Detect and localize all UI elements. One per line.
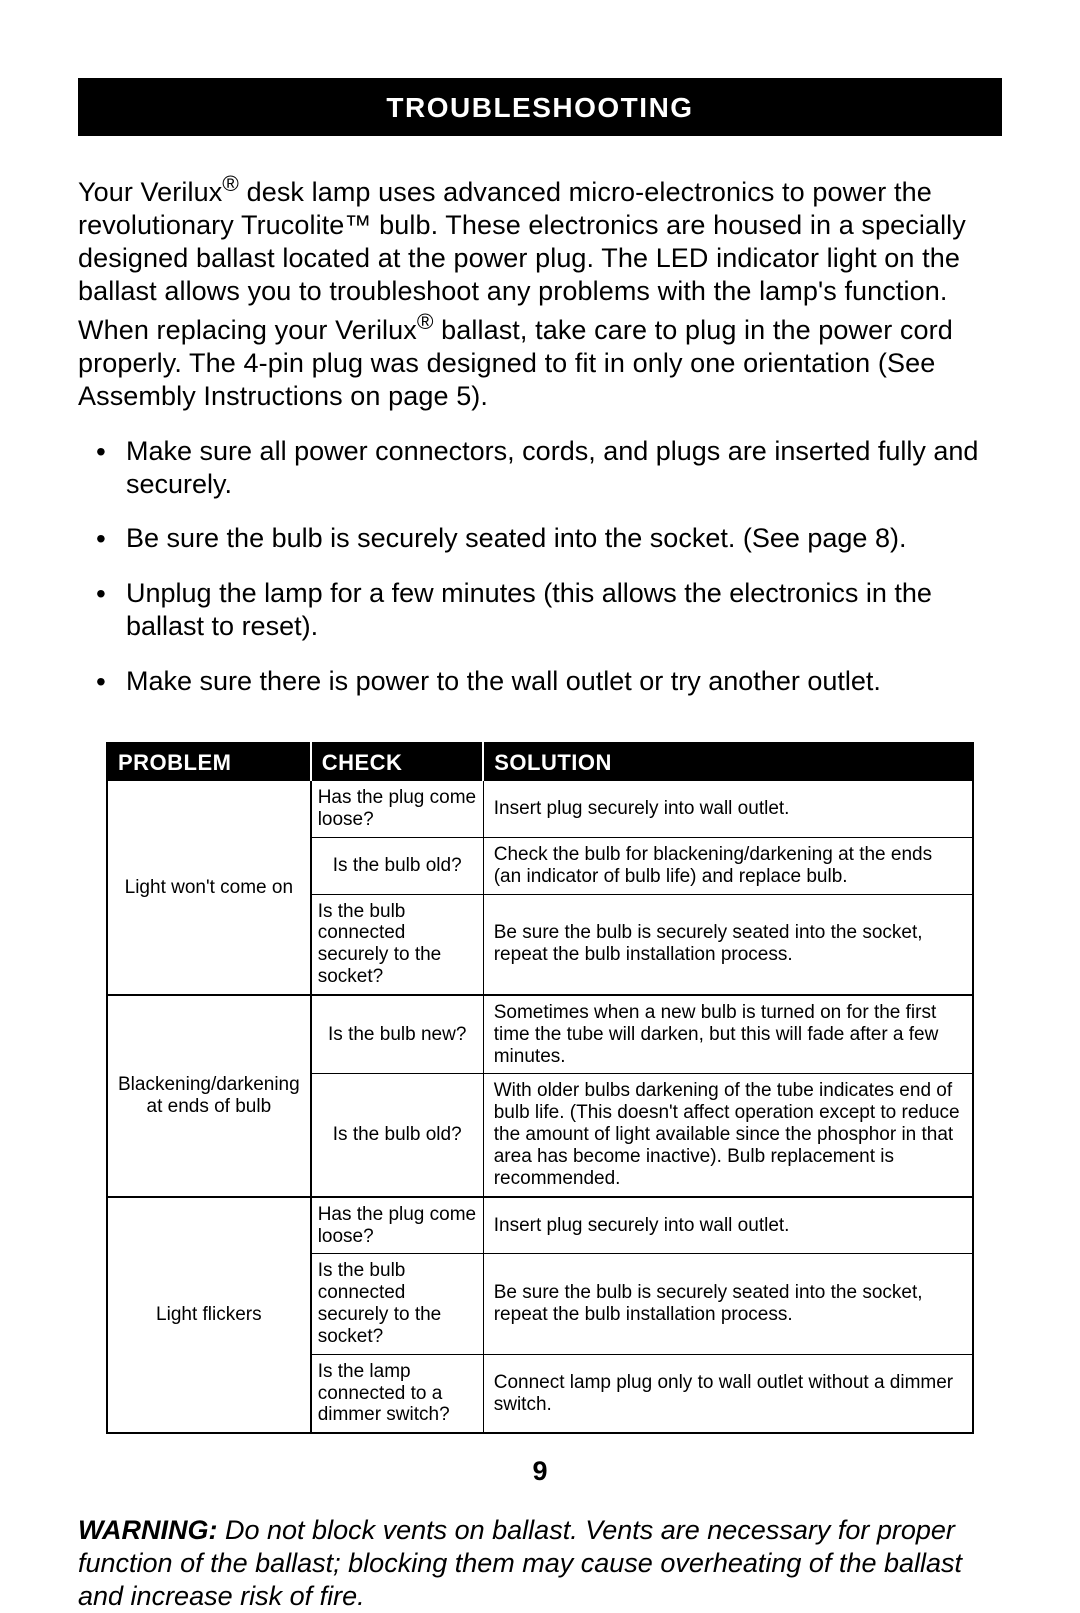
solution-cell: Check the bulb for blackening/darkening …: [483, 837, 973, 894]
solution-cell: Be sure the bulb is securely seated into…: [483, 894, 973, 995]
table-row: Light won't come onHas the plug come loo…: [107, 781, 973, 837]
check-cell: Is the bulb connected securely to the so…: [311, 1254, 484, 1354]
check-cell: Has the plug come loose?: [311, 781, 484, 837]
troubleshooting-table-wrap: PROBLEM CHECK SOLUTION Light won't come …: [106, 742, 974, 1434]
solution-cell: Insert plug securely into wall outlet.: [483, 781, 973, 837]
solution-cell: Be sure the bulb is securely seated into…: [483, 1254, 973, 1354]
table-row: Light flickersHas the plug come loose?In…: [107, 1197, 973, 1254]
problem-cell: Light won't come on: [107, 781, 311, 995]
problem-cell: Blackening/darkening at ends of bulb: [107, 995, 311, 1197]
problem-cell: Light flickers: [107, 1197, 311, 1434]
table-row: Blackening/darkening at ends of bulbIs t…: [107, 995, 973, 1074]
troubleshooting-table: PROBLEM CHECK SOLUTION Light won't come …: [106, 742, 974, 1434]
list-item: Unplug the lamp for a few minutes (this …: [78, 577, 1002, 643]
solution-cell: Connect lamp plug only to wall outlet wi…: [483, 1354, 973, 1433]
list-item: Make sure all power connectors, cords, a…: [78, 435, 1002, 501]
warning-label: WARNING:: [78, 1515, 217, 1545]
solution-cell: Sometimes when a new bulb is turned on f…: [483, 995, 973, 1074]
check-cell: Is the bulb new?: [311, 995, 484, 1074]
section-header: TROUBLESHOOTING: [78, 78, 1002, 136]
th-problem: PROBLEM: [107, 743, 311, 781]
solution-cell: Insert plug securely into wall outlet.: [483, 1197, 973, 1254]
check-cell: Has the plug come loose?: [311, 1197, 484, 1254]
warning-paragraph: WARNING: Do not block vents on ballast. …: [78, 1514, 1002, 1613]
list-item: Be sure the bulb is securely seated into…: [78, 522, 1002, 555]
th-solution: SOLUTION: [483, 743, 973, 781]
check-cell: Is the bulb connected securely to the so…: [311, 894, 484, 995]
bullet-list: Make sure all power connectors, cords, a…: [78, 435, 1002, 699]
check-cell: Is the bulb old?: [311, 1074, 484, 1197]
table-body: Light won't come onHas the plug come loo…: [107, 781, 973, 1433]
page-number: 9: [0, 1456, 1080, 1487]
list-item: Make sure there is power to the wall out…: [78, 665, 1002, 698]
intro-paragraph: Your Verilux® desk lamp uses advanced mi…: [78, 170, 1002, 413]
check-cell: Is the lamp connected to a dimmer switch…: [311, 1354, 484, 1433]
solution-cell: With older bulbs darkening of the tube i…: [483, 1074, 973, 1197]
check-cell: Is the bulb old?: [311, 837, 484, 894]
th-check: CHECK: [311, 743, 484, 781]
